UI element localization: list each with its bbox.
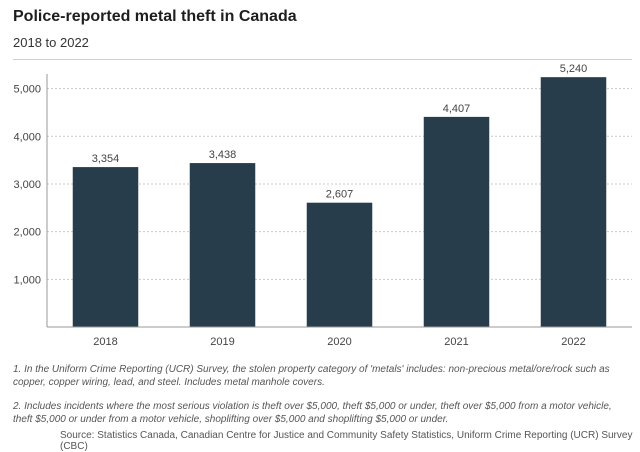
bar-value-label: 2,607 xyxy=(326,189,354,201)
bar xyxy=(189,163,256,327)
x-tick-label: 2020 xyxy=(327,336,351,348)
bar xyxy=(423,116,490,327)
bar xyxy=(306,202,373,327)
bar-value-label: 3,354 xyxy=(92,153,120,165)
bar-value-label: 4,407 xyxy=(443,103,471,115)
bar-value-label: 5,240 xyxy=(560,63,588,75)
source-note: Source: Statistics Canada, Canadian Cent… xyxy=(60,430,633,452)
bars xyxy=(72,77,607,328)
y-axis-ticks: 1,000 2,000 3,000 4,000 5,000 xyxy=(13,84,41,287)
x-tick-label: 2018 xyxy=(93,336,117,348)
y-tick-label: 5,000 xyxy=(13,84,41,96)
bar-chart: 1,000 2,000 3,000 4,000 5,000 3,354 3,438 2,60… xyxy=(13,63,632,348)
y-tick-label: 2,000 xyxy=(13,227,41,239)
bar xyxy=(540,77,607,328)
y-tick-label: 1,000 xyxy=(13,274,41,286)
title-divider xyxy=(13,59,632,60)
chart-title: Police-reported metal theft in Canada xyxy=(13,8,297,25)
footnote-1: 1. In the Uniform Crime Reporting (UCR) … xyxy=(13,364,610,388)
bar-value-label: 3,438 xyxy=(209,149,237,161)
data-labels: 3,354 3,438 2,607 4,407 5,240 xyxy=(92,63,588,201)
y-tick-label: 3,000 xyxy=(13,179,41,191)
x-tick-label: 2019 xyxy=(210,336,234,348)
x-tick-label: 2021 xyxy=(444,336,468,348)
x-axis-ticks: 2018 2019 2020 2021 2022 xyxy=(93,336,585,348)
bar xyxy=(72,167,139,327)
x-tick-label: 2022 xyxy=(561,336,585,348)
y-tick-label: 4,000 xyxy=(13,131,41,143)
footnote-2: 2. Includes incidents where the most ser… xyxy=(13,401,612,425)
chart-subtitle: 2018 to 2022 xyxy=(13,35,89,50)
